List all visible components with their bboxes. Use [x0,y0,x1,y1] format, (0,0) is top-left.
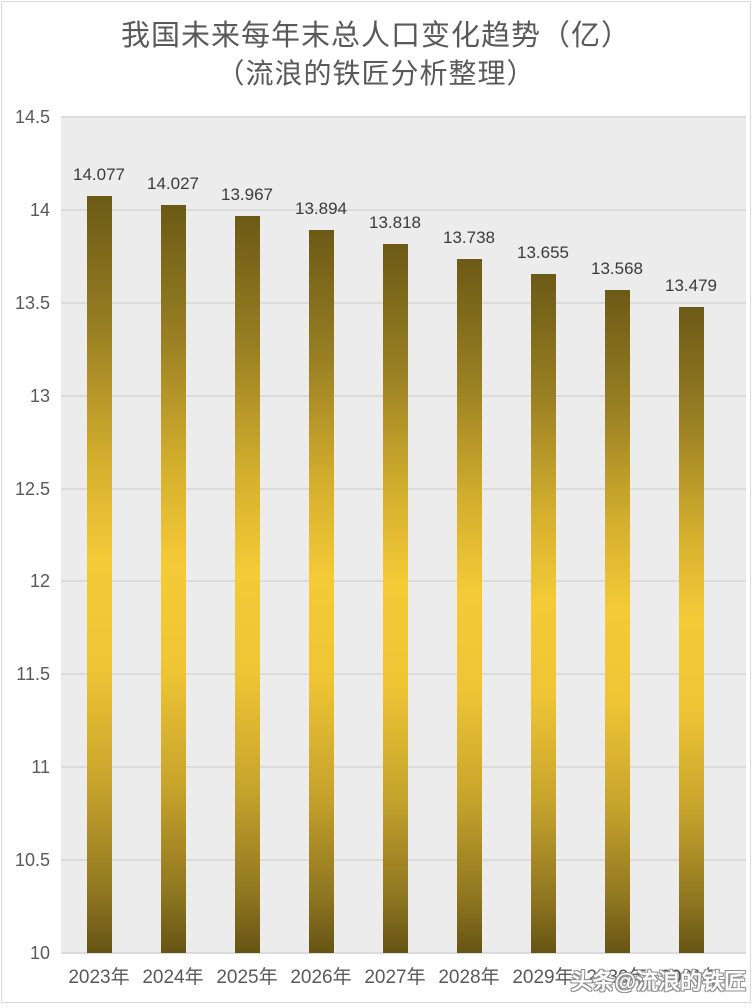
bar-value-label: 13.894 [295,198,347,218]
bar-2025年 [234,216,260,953]
watermark: 头条@流浪的铁匠 [570,969,746,994]
bar-2029年 [530,273,556,953]
bar-2024年 [160,204,186,953]
x-axis-tick-label: 2029年 [512,967,574,988]
y-axis-tick-label: 14 [29,199,50,220]
gridline [61,116,746,118]
x-axis-tick-label: 2025年 [216,967,278,988]
x-axis-tick-label: 2023年 [68,967,130,988]
bar-2031年 [678,306,704,953]
bar-value-label: 13.568 [591,259,643,279]
y-axis-tick-label: 12 [29,571,50,592]
y-axis-tick-label: 14.5 [14,107,50,127]
bar-2026年 [308,229,334,953]
x-axis-tick-label: 2030年 [586,967,648,988]
bar-value-label: 13.738 [443,227,495,247]
y-axis-tick-label: 13.5 [14,292,50,313]
y-axis-tick-label: 12.5 [14,478,50,499]
x-axis-tick-label: 2028年 [438,967,500,988]
chart-title: 我国未来每年末总人口变化趋势（亿） [120,20,631,52]
chart-subtitle: （流浪的铁匠分析整理） [216,59,536,90]
x-axis-tick-label: 2027年 [364,967,426,988]
plot-area [61,116,746,954]
bar-2023年 [86,195,112,953]
y-axis-tick-label: 11.5 [16,664,50,685]
y-axis-tick-label: 11 [31,757,50,778]
bar-2030年 [604,290,630,953]
x-axis-tick-label: 2031年 [660,967,722,988]
bar-value-label: 13.479 [665,275,717,295]
gridline [61,208,746,211]
x-axis-tick-label: 2026年 [290,967,352,988]
bar-value-label: 13.967 [221,185,273,205]
gridline [61,952,746,954]
bar-value-label: 14.077 [73,164,125,184]
bar-2027年 [382,243,408,953]
bar-value-label: 13.655 [517,242,569,262]
y-axis-tick-label: 13 [29,385,50,406]
bar-value-label: 13.818 [369,212,421,232]
x-axis-tick-label: 2024年 [142,967,204,988]
y-axis-tick-label: 10 [29,943,50,963]
bar-2028年 [456,258,482,953]
y-axis-tick-label: 10.5 [14,850,50,871]
bar-value-label: 14.027 [147,173,199,193]
